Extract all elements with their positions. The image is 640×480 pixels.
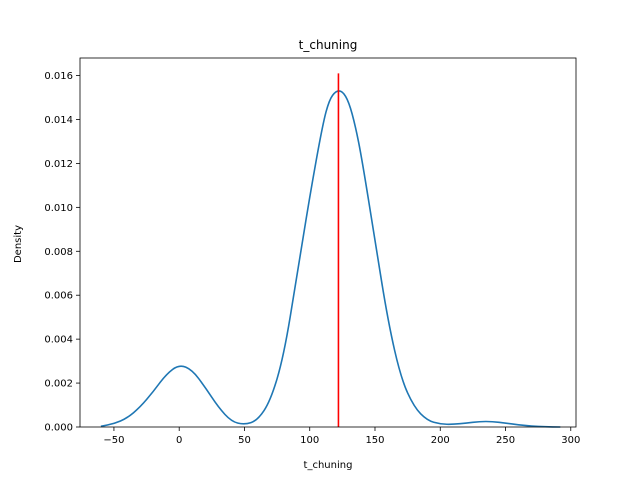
y-tick-label: 0.004 [44,335,73,346]
y-tick-label: 0.010 [44,203,73,214]
y-tick-label: 0.000 [44,423,73,434]
y-tick-label: 0.012 [44,159,73,170]
x-tick-label: 300 [561,435,580,446]
chart-title: t_chuning [299,38,358,52]
x-tick-label: −50 [103,435,124,446]
x-tick-label: 100 [300,435,319,446]
plot-frame [79,57,577,428]
x-tick-label: 150 [365,435,384,446]
plot-layer [100,73,561,428]
x-axis-label: t_chuning [304,460,353,471]
y-tick-label: 0.016 [44,71,73,82]
density-curve-0 [100,90,561,428]
y-axis-ticks: 0.000 0.002 0.004 0.006 0.008 0.010 0.012 0.014… [44,71,80,434]
x-tick-label: 200 [431,435,450,446]
x-axis-ticks: −50 0 50 100 150 200 250 300 [103,427,580,446]
x-tick-label: 250 [496,435,515,446]
y-tick-label: 0.008 [44,247,73,258]
x-tick-label: 0 [176,435,182,446]
y-tick-label: 0.002 [44,379,73,390]
y-tick-label: 0.014 [44,115,73,126]
x-tick-label: 50 [238,435,251,446]
y-axis-label: Density [13,225,24,263]
y-tick-label: 0.006 [44,291,73,302]
